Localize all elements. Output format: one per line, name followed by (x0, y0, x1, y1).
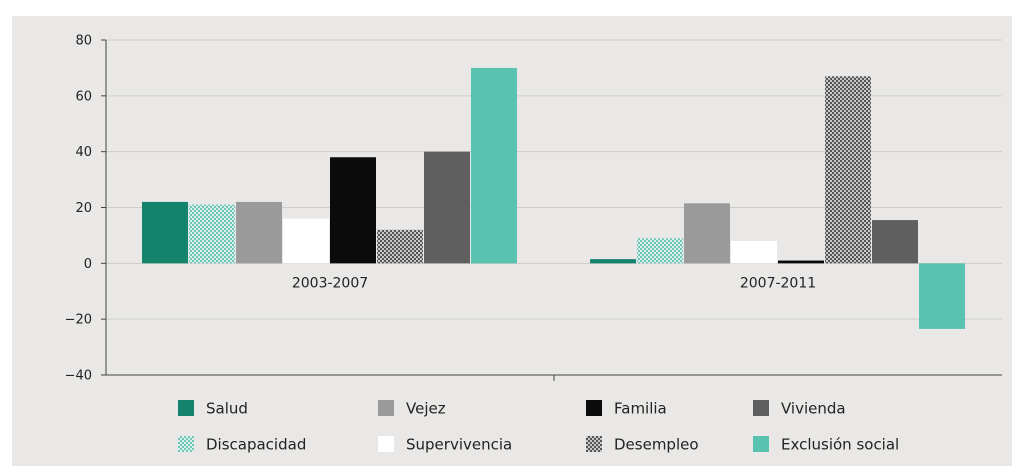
legend-swatch (178, 436, 194, 452)
bar-desempleo-2003-2007 (377, 229, 423, 264)
y-tick-label: 60 (75, 89, 92, 104)
legend-swatch (586, 436, 602, 452)
bar-vejez-2003-2007 (236, 201, 282, 264)
bar-salud-2003-2007 (142, 201, 188, 264)
legend-swatch (378, 436, 394, 452)
legend-label: Vejez (406, 400, 446, 418)
bar-discapacidad-2003-2007 (189, 204, 235, 264)
legend-label: Discapacidad (206, 436, 306, 454)
bar-familia-2007-2011 (778, 260, 824, 264)
bar-discapacidad-2007-2011 (637, 238, 683, 264)
chart-panel: 80 60 40 20 0 −20 −40 2003-2007 2007-2011 Salud V… (12, 16, 1012, 466)
bar-supervivencia-2003-2007 (283, 218, 329, 264)
bar-salud-2007-2011 (590, 259, 636, 264)
bar-chart: 80 60 40 20 0 −20 −40 2003-2007 2007-2011 Salud V… (65, 34, 1002, 454)
legend-label: Salud (206, 400, 248, 418)
y-tick-label: 20 (75, 201, 92, 216)
category-label: 2003-2007 (292, 275, 368, 291)
legend-swatch (753, 436, 769, 452)
y-tick-label: −20 (65, 313, 92, 328)
y-tick-label: 80 (75, 34, 92, 49)
legend-label: Exclusión social (781, 436, 899, 454)
bar-exclusión-social-2003-2007 (471, 67, 517, 264)
bar-vivienda-2003-2007 (424, 151, 470, 264)
legend-label: Familia (614, 400, 667, 418)
axes: 80 60 40 20 0 −20 −40 2003-2007 2007-2011 (65, 34, 1002, 384)
legend-swatch (378, 400, 394, 416)
legend-label: Supervivencia (406, 436, 512, 454)
y-tick-label: 40 (75, 145, 92, 160)
legend-label: Desempleo (614, 436, 699, 454)
legend-swatch (753, 400, 769, 416)
bar-supervivencia-2007-2011 (731, 241, 777, 264)
legend-label: Vivienda (781, 400, 846, 418)
y-tick-label: 0 (84, 257, 92, 272)
bar-exclusión-social-2007-2011 (919, 263, 965, 329)
legend-swatch (178, 400, 194, 416)
bars (142, 67, 965, 329)
bar-familia-2003-2007 (330, 157, 376, 264)
bar-vivienda-2007-2011 (872, 220, 918, 264)
y-tick-label: −40 (65, 369, 92, 384)
bar-desempleo-2007-2011 (825, 76, 871, 264)
category-label: 2007-2011 (740, 275, 816, 291)
legend: Salud Vejez Familia Vivienda Discapacidad Sup… (178, 400, 899, 454)
legend-swatch (586, 400, 602, 416)
bar-vejez-2007-2011 (684, 203, 730, 264)
